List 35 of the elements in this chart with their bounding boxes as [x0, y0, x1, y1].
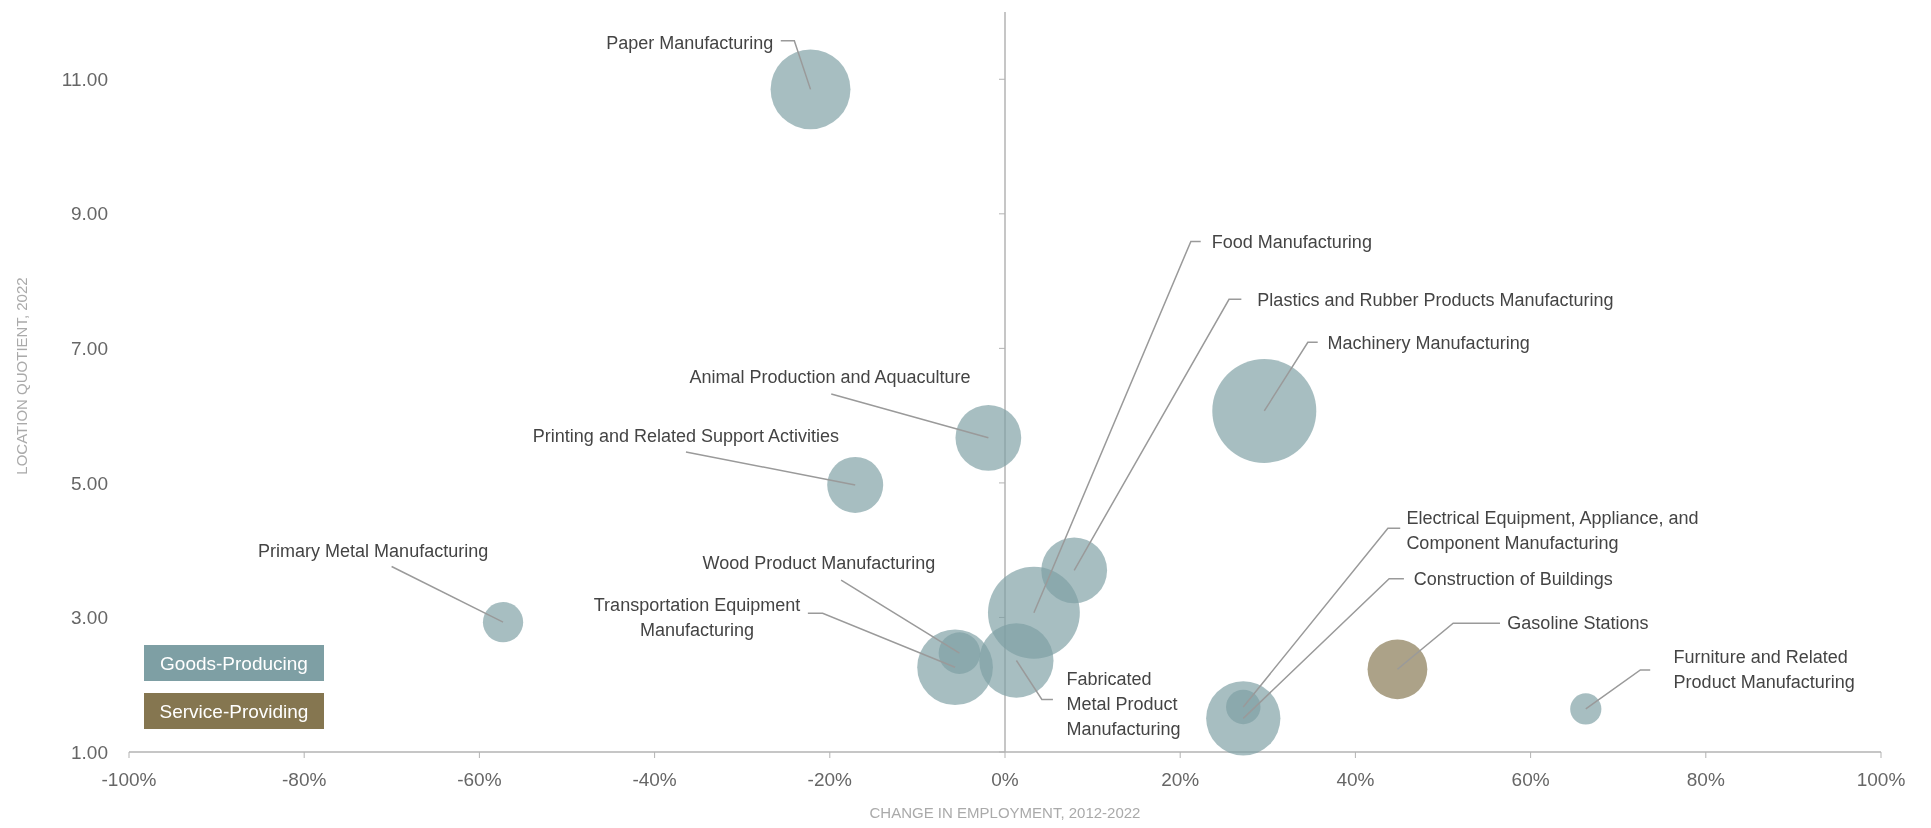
x-tick-label: 40% — [1336, 769, 1375, 790]
annotation: Paper Manufacturing — [606, 33, 774, 54]
y-tick-label: 1.00 — [71, 741, 108, 763]
text: Goods-Producing — [160, 652, 308, 674]
annotation: Machinery Manufacturing — [1327, 332, 1530, 353]
x-tick-label: -40% — [632, 769, 677, 790]
annotation: Animal Production and Aquaculture — [689, 367, 971, 388]
x-tick-label: 80% — [1686, 769, 1725, 790]
x-tick-label: 100% — [1856, 769, 1906, 790]
x-axis-title: CHANGE IN EMPLOYMENT, 2012-2022 — [869, 804, 1141, 821]
annotation: Electrical Equipment, Appliance, and Component Manufacturing — [1406, 507, 1699, 553]
y-tick-label: 5.00 — [71, 472, 108, 494]
annotation: Plastics and Rubber Products Manufacturing — [1257, 289, 1614, 310]
annotation: Furniture and Related Product Manufacturing — [1673, 646, 1855, 692]
x-tick-label: 20% — [1161, 769, 1200, 790]
annotation: Fabricated Metal Product Manufacturing — [1066, 668, 1181, 740]
annotation: Transportation Equipment Manufacturing — [593, 594, 801, 641]
text: Service-Providing — [159, 700, 309, 722]
x-tick-label: -80% — [282, 769, 327, 790]
y-axis-title: LOCATION QUOTIENT, 2022 — [13, 277, 30, 475]
x-tick-label: -100% — [101, 769, 157, 790]
annotation: Construction of Buildings — [1413, 569, 1613, 590]
annotation: Primary Metal Manufacturing — [258, 540, 489, 561]
y-tick-label: 7.00 — [71, 338, 108, 360]
annotation: Wood Product Manufacturing — [702, 553, 936, 574]
annotation: Food Manufacturing — [1211, 231, 1372, 252]
x-tick-label: -60% — [457, 769, 502, 790]
y-tick-label: 11.00 — [61, 68, 108, 90]
x-tick-label: 0% — [991, 769, 1019, 790]
annotation: Printing and Related Support Activities — [532, 426, 840, 447]
x-tick-label: 60% — [1511, 769, 1550, 790]
y-tick-label: 3.00 — [71, 607, 108, 629]
annotation: Gasoline Stations — [1507, 613, 1649, 634]
x-tick-label: -20% — [807, 769, 853, 790]
y-tick-label: 9.00 — [71, 203, 108, 225]
